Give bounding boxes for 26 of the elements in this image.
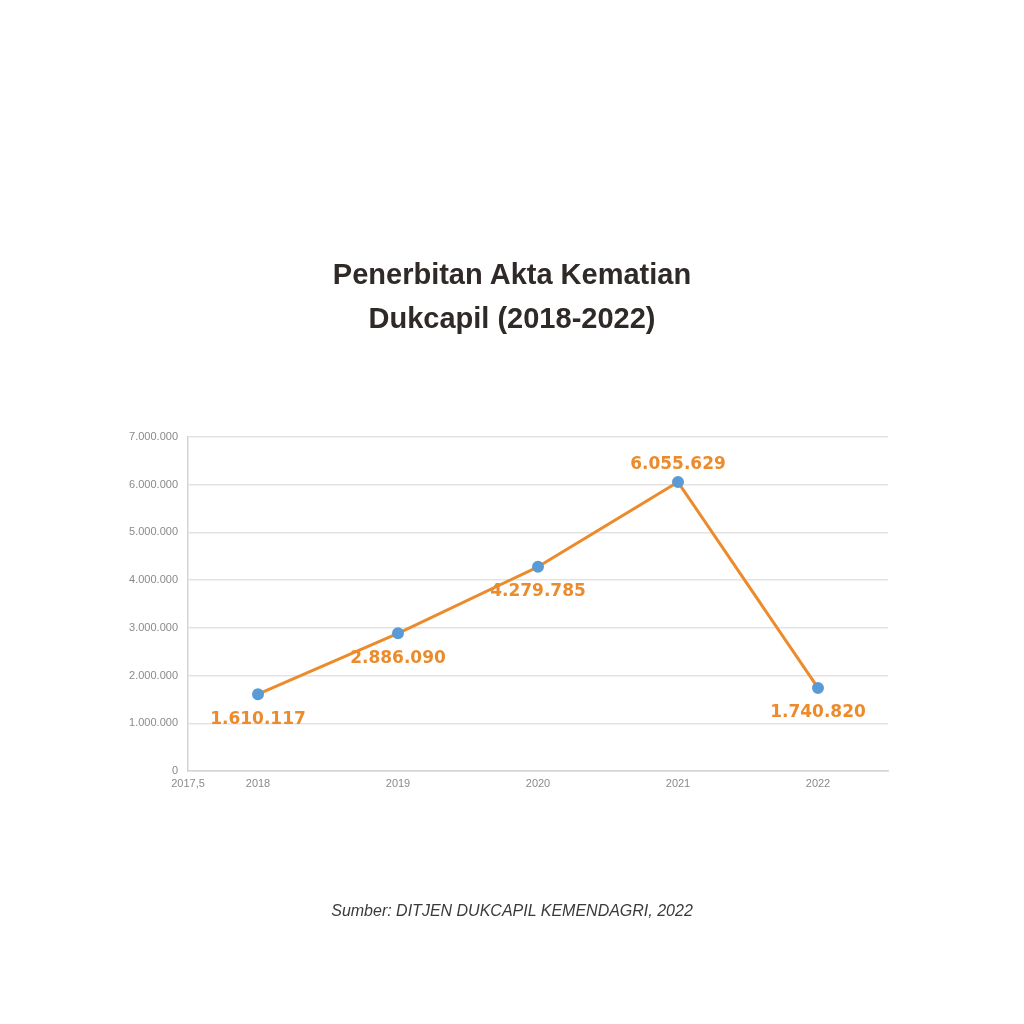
data-label: 6.055.629 xyxy=(630,453,726,474)
point xyxy=(392,627,404,640)
x-tick-label: 2018 xyxy=(245,776,271,789)
chart-title: Penerbitan Akta Kematian Dukcapil (2018-2022) xyxy=(331,257,693,336)
y-tick-label: 4.000.000 xyxy=(129,573,178,586)
y-tick-label: 0 xyxy=(171,764,178,777)
y-tick-label: 3.000.000 xyxy=(129,620,178,633)
x-tick-label: 2021 xyxy=(665,776,691,789)
x-tick-label: 2019 xyxy=(385,776,411,789)
y-tick-label: 2.000.000 xyxy=(129,668,178,681)
x-tick-label: 2017,5 xyxy=(171,776,205,789)
data-label: 1.610.117 xyxy=(210,707,306,728)
y-tick-label: 5.000.000 xyxy=(129,525,178,538)
data-label: 4.279.785 xyxy=(490,580,586,601)
data-label: 1.740.820 xyxy=(770,701,867,722)
text: Sumber: DITJEN DUKCAPIL KEMENDAGRI, 2022 xyxy=(330,902,694,920)
x-tick-label: 2022 xyxy=(805,776,831,789)
data-label: 2.886.090 xyxy=(350,646,447,667)
y-tick-label: 1.000.000 xyxy=(129,716,178,729)
point xyxy=(812,681,824,694)
y-tick-label: 7.000.000 xyxy=(129,430,178,443)
y-tick-label: 6.000.000 xyxy=(129,477,178,490)
point xyxy=(672,476,684,489)
x-tick-label: 2020 xyxy=(525,776,551,789)
point xyxy=(532,560,544,573)
point xyxy=(252,688,264,701)
